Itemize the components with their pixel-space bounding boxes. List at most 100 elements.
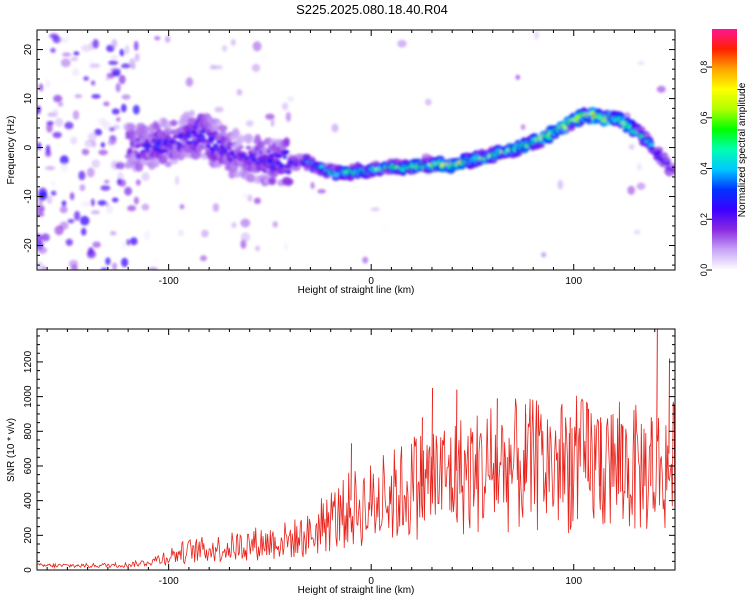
noise-blob (50, 190, 57, 196)
noise-blob (124, 186, 132, 196)
noise-blob (121, 257, 129, 268)
noise-blob (38, 83, 44, 92)
ridge-halo (140, 125, 149, 134)
noise-blob (105, 76, 111, 81)
noise-blob (91, 94, 101, 99)
ridge-core (648, 142, 654, 147)
noise-blob (112, 71, 121, 77)
noise-blob (74, 94, 83, 99)
ridge-core (223, 152, 230, 156)
ridge-core (245, 145, 252, 150)
noise-blob (623, 112, 631, 119)
noise-blob (126, 239, 131, 246)
ridge-core (178, 135, 184, 139)
ridge-halo (283, 178, 294, 186)
noise-blob (111, 197, 119, 203)
ridge-halo (169, 119, 178, 127)
snr-frame (36, 328, 676, 571)
ridge-core (333, 173, 339, 177)
ridge-core (253, 160, 258, 164)
noise-blob (144, 230, 150, 241)
ridge-core (670, 169, 675, 173)
y-tick-label: 1000 (23, 385, 34, 408)
ridge-halo (165, 120, 172, 128)
noise-blob (283, 242, 289, 252)
noise-blob (110, 55, 119, 60)
noise-blob (272, 221, 279, 228)
noise-blob (121, 103, 127, 113)
noise-blob (259, 52, 269, 61)
noise-blob (164, 35, 171, 43)
noise-blob (215, 195, 224, 201)
ridge-core (228, 158, 233, 162)
noise-blob (65, 238, 73, 246)
noise-blob (111, 39, 118, 48)
noise-blob (253, 197, 261, 204)
ridge-halo (269, 169, 279, 178)
noise-blob (310, 182, 315, 189)
spectrogram-marks (37, 30, 675, 270)
noise-blob (425, 98, 432, 106)
noise-blob (179, 204, 185, 210)
ridge-halo (635, 126, 646, 133)
noise-blob (636, 182, 646, 190)
noise-blob (111, 262, 118, 270)
x-tick-label: -100 (159, 576, 179, 587)
noise-blob (133, 196, 139, 205)
noise-blob (133, 40, 139, 51)
noise-blob (49, 33, 59, 39)
noise-blob (81, 148, 90, 156)
noise-blob (628, 144, 635, 150)
noise-blob (221, 45, 228, 52)
noise-blob (60, 163, 69, 173)
noise-blob (636, 162, 642, 171)
ridge-core (562, 125, 569, 130)
noise-blob (121, 94, 131, 100)
noise-blob (45, 166, 56, 171)
ridge-core (276, 154, 283, 159)
noise-blob (72, 110, 80, 120)
noise-blob (252, 41, 262, 52)
noise-blob (40, 233, 50, 242)
noise-blob (73, 51, 80, 56)
noise-blob (141, 172, 150, 182)
noise-blob (46, 123, 53, 133)
y-tick-label: 200 (23, 527, 34, 544)
figure-title: S225.2025.080.18.40.R04 (296, 2, 448, 17)
ridge-halo (493, 144, 503, 152)
noise-blob (90, 63, 101, 68)
ridge-halo (127, 123, 136, 132)
noise-blob (52, 131, 62, 139)
noise-blob (132, 104, 140, 115)
snr-peak (431, 387, 434, 470)
spectrogram-y-label: Frequency (Hz) (6, 116, 17, 185)
noise-blob (105, 257, 111, 266)
ridge-core (267, 158, 274, 162)
noise-blob (52, 109, 59, 118)
noise-blob (637, 60, 645, 66)
noise-blob (255, 245, 260, 252)
ridge-core (208, 136, 216, 141)
colorbar-tick-label: 0.8 (699, 61, 709, 74)
ridge-core (168, 139, 176, 144)
ridge-core (286, 170, 291, 174)
noise-blob (115, 82, 121, 93)
noise-blob (69, 192, 75, 201)
ridge-core (186, 134, 191, 138)
noise-blob (241, 192, 250, 199)
snr-peak (421, 417, 423, 487)
noise-blob (151, 257, 161, 262)
noise-blob (200, 255, 207, 262)
noise-blob (46, 121, 55, 125)
ridge-halo (232, 127, 240, 138)
ridge-halo (261, 146, 269, 155)
noise-blob (86, 249, 96, 259)
ridge-halo (283, 137, 290, 147)
snr-peak (656, 329, 658, 438)
noise-blob (381, 223, 390, 233)
noise-blob (109, 231, 117, 236)
noise-blob (81, 44, 91, 52)
noise-blob (533, 30, 540, 40)
